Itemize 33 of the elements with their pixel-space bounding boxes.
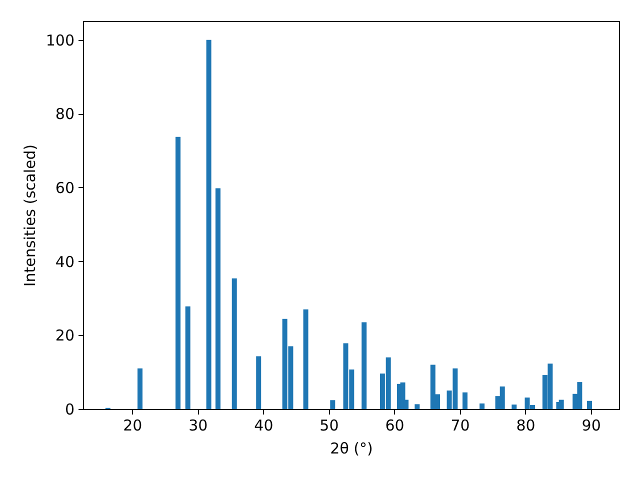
x-tick-label: 40 <box>254 416 274 434</box>
y-tick-label: 100 <box>46 31 74 50</box>
bar <box>500 386 505 409</box>
bar <box>215 188 220 409</box>
y-tick-label: 20 <box>55 326 74 345</box>
x-tick-label: 30 <box>188 416 208 434</box>
bar <box>138 368 143 409</box>
x-axis-title: 2θ (°) <box>330 440 373 458</box>
bar <box>480 403 485 409</box>
y-tick-label: 60 <box>55 178 74 197</box>
bar <box>232 278 237 409</box>
bar <box>558 400 564 409</box>
x-tick-label: 20 <box>123 416 142 434</box>
x-tick-label: 70 <box>450 416 470 434</box>
bar <box>185 306 190 409</box>
bar <box>362 322 367 409</box>
bar <box>206 40 212 409</box>
bar <box>512 404 517 409</box>
bar <box>176 136 181 409</box>
y-tick-label: 0 <box>64 400 74 418</box>
x-tick-label: 50 <box>320 416 339 434</box>
x-tick-label: 90 <box>582 416 601 434</box>
bar <box>303 309 308 409</box>
y-tick-label: 40 <box>55 252 74 271</box>
x-tick-label: 60 <box>385 416 404 434</box>
bar <box>330 400 336 409</box>
bar <box>462 392 468 409</box>
bar <box>414 404 420 409</box>
bar <box>256 356 262 409</box>
y-tick-label: 80 <box>55 105 74 124</box>
x-tick-label: 80 <box>516 416 536 434</box>
y-axis-title: Intensities (scaled) <box>20 144 39 287</box>
bar <box>587 400 592 409</box>
